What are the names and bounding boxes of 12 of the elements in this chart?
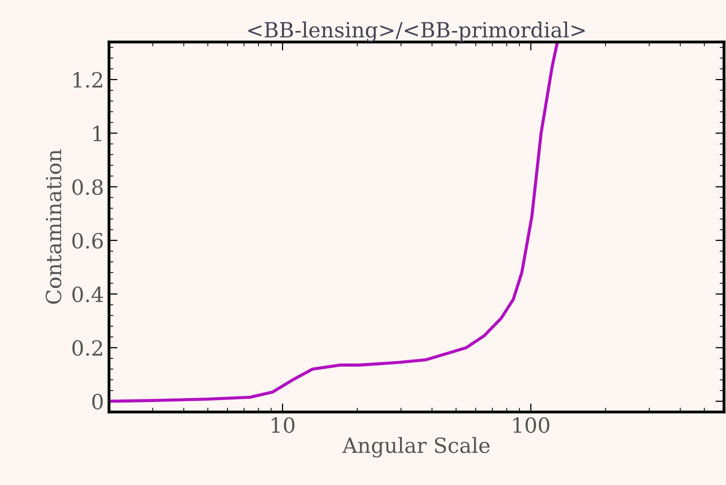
- y-tick-label: 0.2: [72, 340, 102, 356]
- y-tick-label: 0.4: [72, 286, 104, 302]
- y-axis-title: Contamination: [46, 150, 62, 304]
- y-tick-label: 0: [92, 394, 103, 410]
- y-tick-label: 0.6: [72, 232, 103, 249]
- chart-title: <BB-lensing>/<BB-primordial>: [248, 22, 585, 42]
- x-axis-title: Angular Scale: [342, 437, 490, 458]
- y-tick-label: 1.2: [74, 72, 102, 88]
- x-tick-label: 100: [513, 417, 550, 433]
- x-tick-label: 10: [272, 417, 294, 433]
- y-tick-label: 0.8: [72, 179, 103, 195]
- y-tick-label: 1: [93, 126, 102, 142]
